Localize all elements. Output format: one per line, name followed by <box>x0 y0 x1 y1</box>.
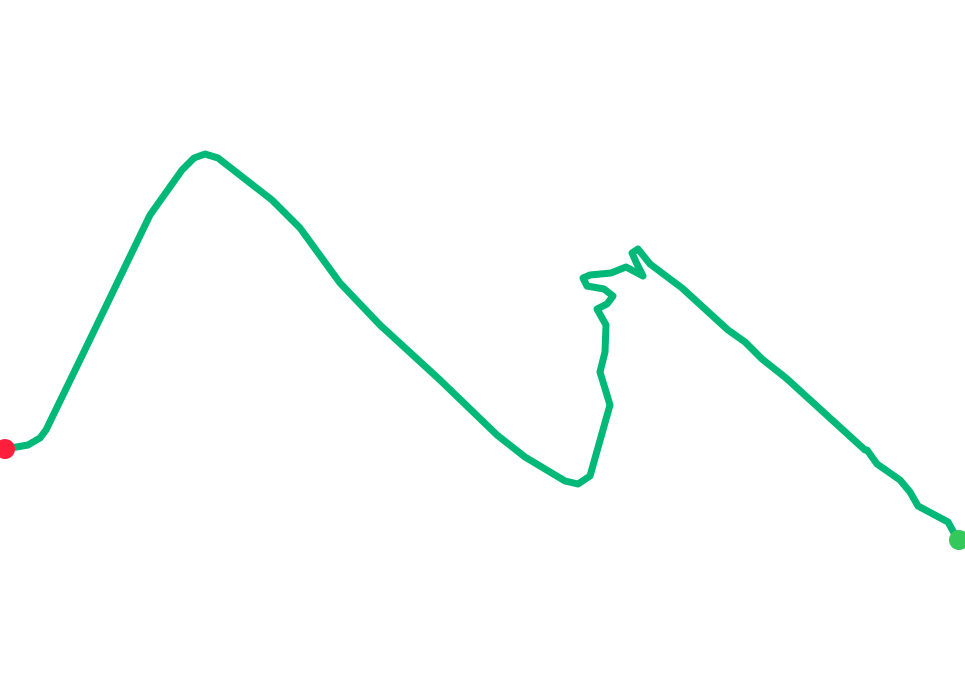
route-line <box>1 150 962 544</box>
start-point-marker-icon[interactable] <box>0 439 15 459</box>
end-point-marker-icon[interactable] <box>949 530 965 550</box>
